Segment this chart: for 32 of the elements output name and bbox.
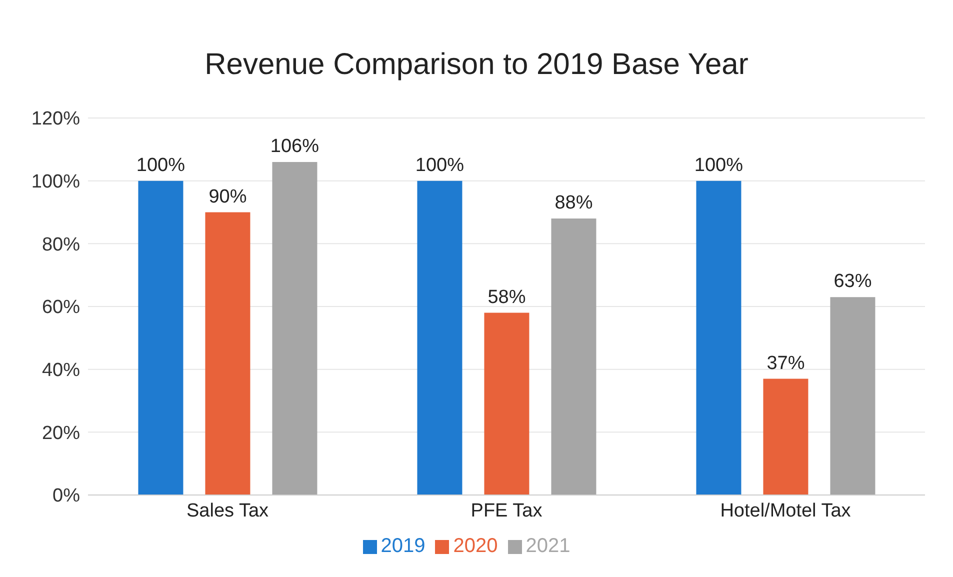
x-tick-label: PFE Tax <box>470 500 543 522</box>
data-label: 58% <box>488 286 526 308</box>
data-label: 88% <box>554 192 593 214</box>
y-tick-label: 100% <box>31 172 80 193</box>
legend-label: 2020 <box>453 535 498 557</box>
bar <box>205 212 250 495</box>
x-tick-label: Hotel/Motel Tax <box>720 500 852 522</box>
y-tick-label: 120% <box>31 108 80 130</box>
chart-title: Revenue Comparison to 2019 Base Year <box>204 47 750 83</box>
x-tick-label: Sales Tax <box>186 500 270 522</box>
data-label: 63% <box>834 271 872 292</box>
bar <box>830 297 876 495</box>
bar <box>417 180 462 495</box>
y-tick-label: 20% <box>42 422 80 444</box>
data-label: 100% <box>694 154 744 176</box>
data-label: 37% <box>766 352 805 374</box>
y-tick-label: 0% <box>52 486 80 507</box>
legend-label: 2019 <box>380 535 426 557</box>
bar <box>763 378 808 495</box>
data-label: 90% <box>208 186 247 208</box>
bar <box>551 218 596 495</box>
bar <box>272 162 318 495</box>
legend-label: 2021 <box>526 535 570 557</box>
data-label: 100% <box>415 154 464 176</box>
bar <box>484 312 530 495</box>
bar <box>696 180 742 495</box>
y-tick-label: 40% <box>42 360 80 382</box>
bar <box>138 180 184 495</box>
y-tick-label: 60% <box>42 297 80 318</box>
data-label: 106% <box>270 136 320 157</box>
data-label: 100% <box>136 154 186 176</box>
y-tick-label: 80% <box>42 234 80 256</box>
